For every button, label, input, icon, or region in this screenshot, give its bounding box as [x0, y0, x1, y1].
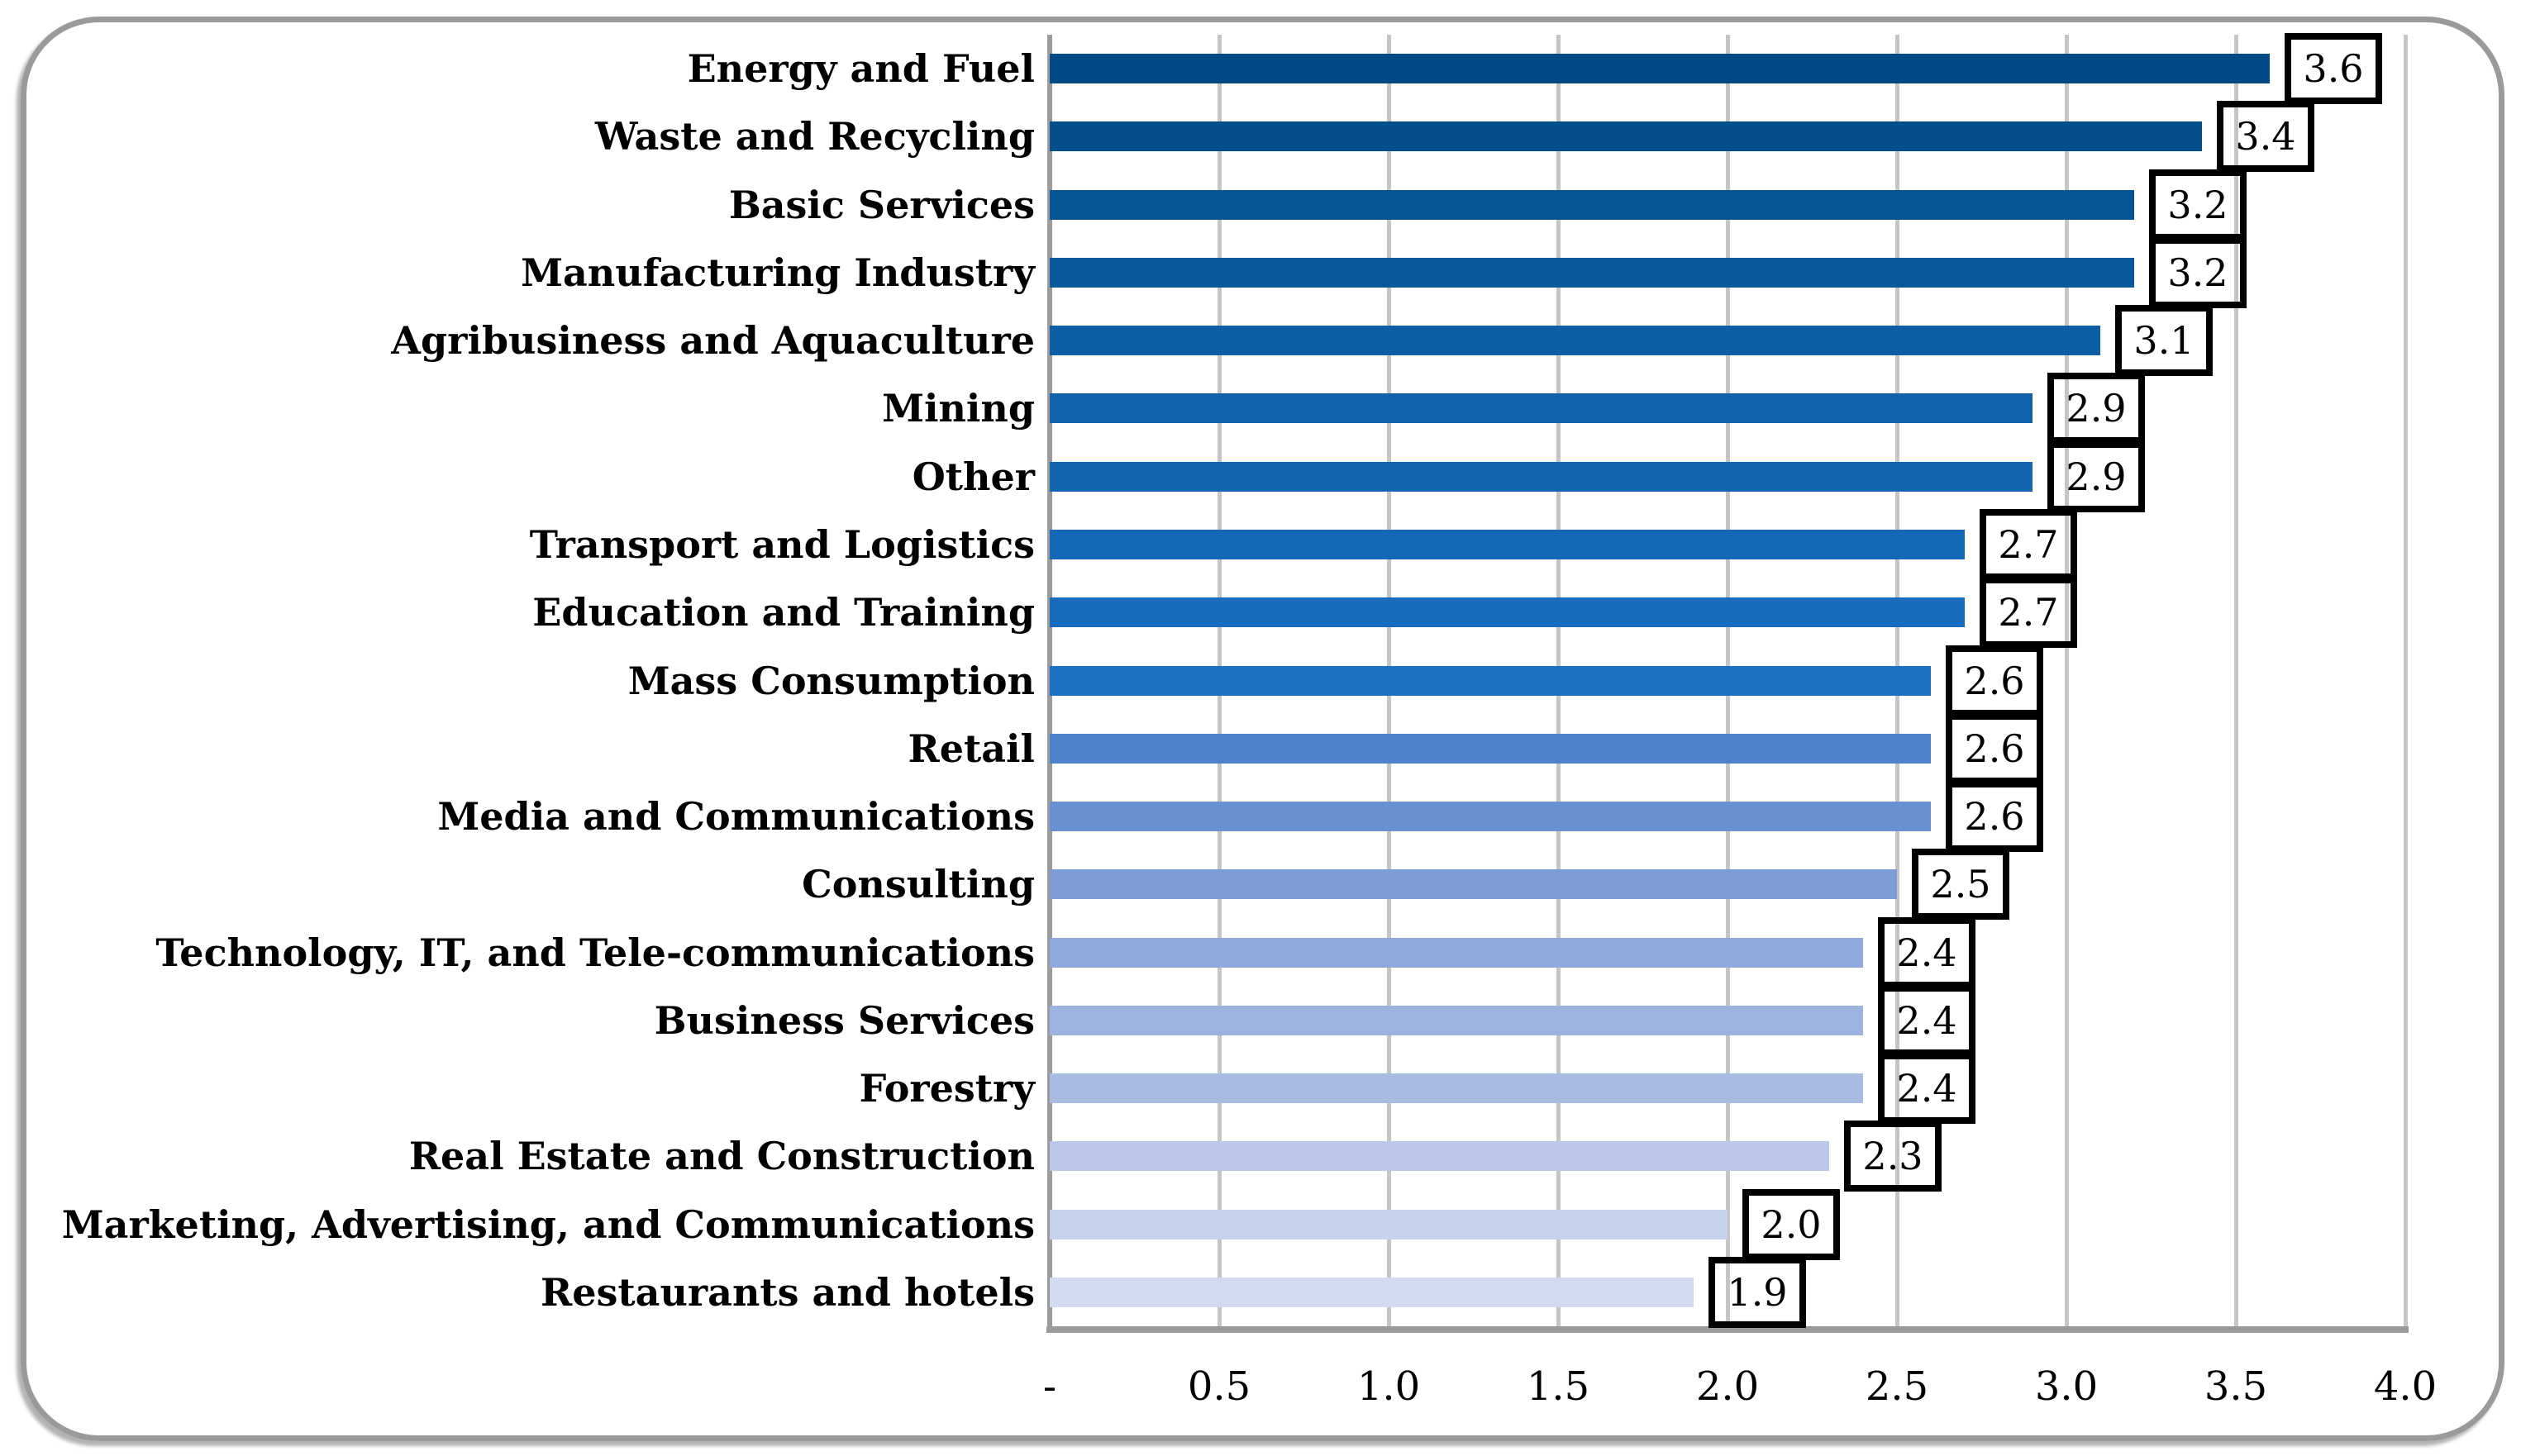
- category-label: Mass Consumption: [627, 658, 1035, 703]
- value-label-box: 3.2: [2149, 169, 2247, 240]
- bar: [1050, 529, 1965, 559]
- category-label: Agribusiness and Aquaculture: [391, 318, 1035, 364]
- bar: [1050, 937, 1863, 968]
- value-label-box: 3.6: [2285, 33, 2382, 105]
- x-tick-label: 3.0: [2034, 1363, 2099, 1410]
- bar: [1050, 393, 2033, 424]
- x-tick-label: 2.0: [1695, 1363, 1760, 1410]
- category-label: Mining: [882, 386, 1035, 431]
- value-label-box: 2.9: [2047, 440, 2145, 512]
- bar: [1050, 326, 2100, 356]
- value-label-box: 2.6: [1946, 712, 2043, 784]
- x-tick-label: 1.0: [1356, 1363, 1421, 1410]
- category-label: Technology, IT, and Tele-communications: [155, 930, 1035, 975]
- value-label-box: 2.6: [1946, 781, 2043, 853]
- gridline-3.0: [2065, 35, 2069, 1330]
- bar: [1050, 189, 2134, 220]
- x-tick-label: 3.5: [2204, 1363, 2268, 1410]
- value-label-box: 2.7: [1980, 508, 2077, 580]
- value-label-box: 2.7: [1980, 577, 2077, 649]
- category-label: Marketing, Advertising, and Communicatio…: [61, 1201, 1035, 1247]
- value-label-box: 2.4: [1878, 916, 1975, 988]
- category-label: Media and Communications: [437, 794, 1035, 840]
- category-label: Transport and Logistics: [529, 521, 1035, 567]
- value-label-box: 2.4: [1878, 1053, 1975, 1125]
- value-label-box: 3.1: [2115, 305, 2213, 377]
- category-label: Business Services: [654, 997, 1035, 1043]
- value-label-box: 2.3: [1844, 1121, 1942, 1192]
- value-label-box: 2.9: [2047, 373, 2145, 445]
- value-label-box: 1.9: [1708, 1256, 1806, 1328]
- value-label-box: 2.4: [1878, 984, 1975, 1056]
- x-tick-label: 0.5: [1187, 1363, 1251, 1410]
- category-label: Retail: [908, 726, 1036, 771]
- bar: [1050, 1209, 1728, 1240]
- value-label-box: 3.2: [2149, 236, 2247, 308]
- bar: [1050, 665, 1931, 696]
- category-label: Education and Training: [532, 590, 1035, 635]
- bar: [1050, 121, 2202, 152]
- value-label-box: 2.5: [1912, 849, 2009, 921]
- bar: [1050, 869, 1897, 900]
- category-label: Restaurants and hotels: [541, 1269, 1035, 1315]
- bar: [1050, 257, 2134, 288]
- bar: [1050, 1073, 1863, 1104]
- x-tick-label: -: [1042, 1363, 1057, 1410]
- bar: [1050, 1141, 1829, 1172]
- category-label: Energy and Fuel: [687, 46, 1035, 92]
- category-label: Real Estate and Construction: [408, 1134, 1035, 1179]
- value-label-box: 2.6: [1946, 645, 2043, 716]
- category-label: Consulting: [802, 862, 1035, 907]
- bar: [1050, 1277, 1694, 1307]
- x-axis-line: [1046, 1326, 2409, 1333]
- x-tick-label: 4.0: [2373, 1363, 2438, 1410]
- category-label: Manufacturing Industry: [521, 250, 1035, 295]
- category-label: Basic Services: [728, 182, 1035, 227]
- bar: [1050, 1005, 1863, 1035]
- x-tick-label: 1.5: [1526, 1363, 1590, 1410]
- bar: [1050, 54, 2270, 84]
- chart-frame-border: [21, 17, 2504, 1441]
- gridline-3.5: [2234, 35, 2238, 1330]
- category-label: Other: [912, 454, 1035, 499]
- bar: [1050, 733, 1931, 764]
- x-tick-label: 2.5: [1865, 1363, 1929, 1410]
- gridline-4.0: [2404, 35, 2408, 1330]
- bar: [1050, 461, 2033, 492]
- bar: [1050, 597, 1965, 628]
- category-label: Forestry: [859, 1066, 1035, 1111]
- bar: [1050, 802, 1931, 832]
- value-label-box: 3.4: [2217, 101, 2314, 173]
- category-label: Waste and Recycling: [594, 114, 1035, 159]
- value-label-box: 2.0: [1742, 1188, 1840, 1260]
